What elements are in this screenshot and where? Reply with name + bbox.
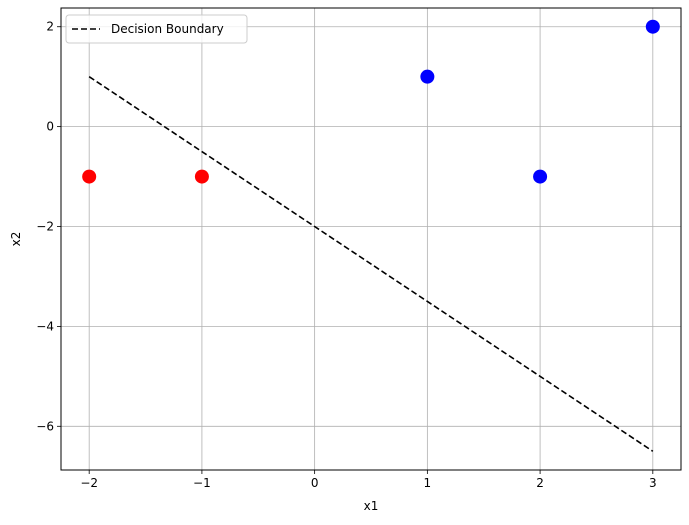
data-point-red <box>194 169 209 184</box>
ticks: −2 −1 0 1 2 3 −6 −4 −2 0 2 <box>36 20 656 490</box>
x-tick-label: 1 <box>424 476 432 490</box>
y-axis-label: x2 <box>9 232 23 247</box>
x-tick-label: −2 <box>80 476 98 490</box>
legend-frame <box>65 14 248 44</box>
y-tick-label: −6 <box>36 419 54 433</box>
boundary-layer <box>88 76 654 452</box>
y-tick-label: −4 <box>36 319 54 333</box>
x-tick-label: 3 <box>649 476 657 490</box>
x-tick-label: 0 <box>311 476 319 490</box>
plot-frame <box>60 7 682 471</box>
x-tick-label: −1 <box>193 476 211 490</box>
y-tick-label: 2 <box>46 20 54 34</box>
legend-label: Decision Boundary <box>111 22 224 36</box>
y-tick-label: −2 <box>36 220 54 234</box>
data-point-blue <box>645 19 660 34</box>
data-point-blue <box>533 169 548 184</box>
data-point-blue <box>420 69 435 84</box>
decision-boundary-line <box>88 76 654 452</box>
points-layer <box>82 19 660 184</box>
y-tick-label: 0 <box>46 120 54 134</box>
data-point-red <box>82 169 97 184</box>
x-tick-label: 2 <box>536 476 544 490</box>
legend: Decision Boundary <box>65 14 248 44</box>
x-axis-label: x1 <box>364 499 379 513</box>
